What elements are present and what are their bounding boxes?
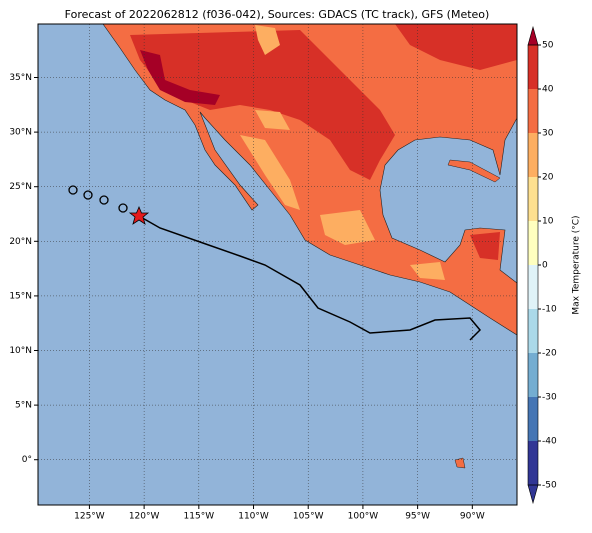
colorbar-extend (527, 25, 539, 46)
colorbar-tick-label: -30 (542, 393, 557, 403)
extreme-region (140, 50, 220, 105)
colorbar-tick-label: 10 (542, 217, 554, 227)
colorbar-bin (528, 441, 538, 485)
colorbar-bin (528, 221, 538, 265)
colorbar-bin (528, 89, 538, 133)
lon-tick-label: 120°W (129, 512, 160, 522)
colorbar-bin (528, 265, 538, 309)
lat-tick-label: 10°N (9, 346, 32, 356)
lon-tick-label: 95°W (405, 512, 430, 522)
colorbar-tick-label: 40 (542, 85, 554, 95)
colorbar-tick-label: 0 (542, 261, 548, 271)
colorbar-bin (528, 353, 538, 397)
mild-region (240, 25, 445, 280)
map-frame (37, 23, 518, 506)
colorbar-bin (528, 309, 538, 353)
storm-current (128, 205, 150, 225)
lat-tick-label: 25°N (9, 182, 32, 192)
lon-tick-label: 115°W (184, 512, 215, 522)
lon-tick-label: 105°W (293, 512, 324, 522)
graticule (38, 24, 517, 505)
colorbar-tick-label: 50 (542, 41, 554, 51)
lon-tick-label: 100°W (348, 512, 379, 522)
galapagos (454, 457, 466, 469)
storm-position (118, 203, 128, 213)
lat-tick-label: 35°N (9, 73, 32, 83)
colorbar-tick-label: -50 (542, 481, 557, 491)
colorbar-label: Max Temperature (°C) (572, 215, 582, 314)
lon-tick-label: 125°W (74, 512, 105, 522)
hot-region (130, 30, 395, 180)
hot-region (470, 232, 500, 260)
hot-region (395, 24, 517, 70)
lon-tick-label: 110°W (238, 512, 269, 522)
lat-tick-label: 30°N (9, 128, 32, 138)
lat-tick-label: 5°N (15, 401, 32, 411)
colorbar-tick-label: -10 (542, 305, 557, 315)
colorbar-bin (528, 177, 538, 221)
colorbar: -50 -40 -30 -20 -10 0 10 20 30 40 50 (527, 25, 557, 505)
map-title: Forecast of 2022062812 (f036-042), Sourc… (65, 8, 490, 21)
storm-position (83, 190, 93, 200)
colorbar-tick-label: 20 (542, 173, 554, 183)
lat-tick-label: 20°N (9, 237, 32, 247)
cuba (447, 159, 501, 183)
colorbar-tick-label: -20 (542, 349, 557, 359)
map-area (38, 24, 517, 505)
lon-tick-label: 90°W (460, 512, 485, 522)
storm-positions (68, 185, 128, 213)
lat-tick-label: 15°N (9, 291, 32, 301)
colorbar-bin (528, 397, 538, 441)
colorbar-bin (528, 133, 538, 177)
storm-position (99, 195, 109, 205)
colorbar-extend (527, 484, 539, 505)
lat-tick-label: 0° (22, 455, 32, 465)
colorbar-tick-label: -40 (542, 437, 557, 447)
colorbar-bin (528, 45, 538, 89)
storm-position (68, 185, 78, 195)
colorbar-tick-label: 30 (542, 129, 554, 139)
storm-track (138, 215, 482, 341)
